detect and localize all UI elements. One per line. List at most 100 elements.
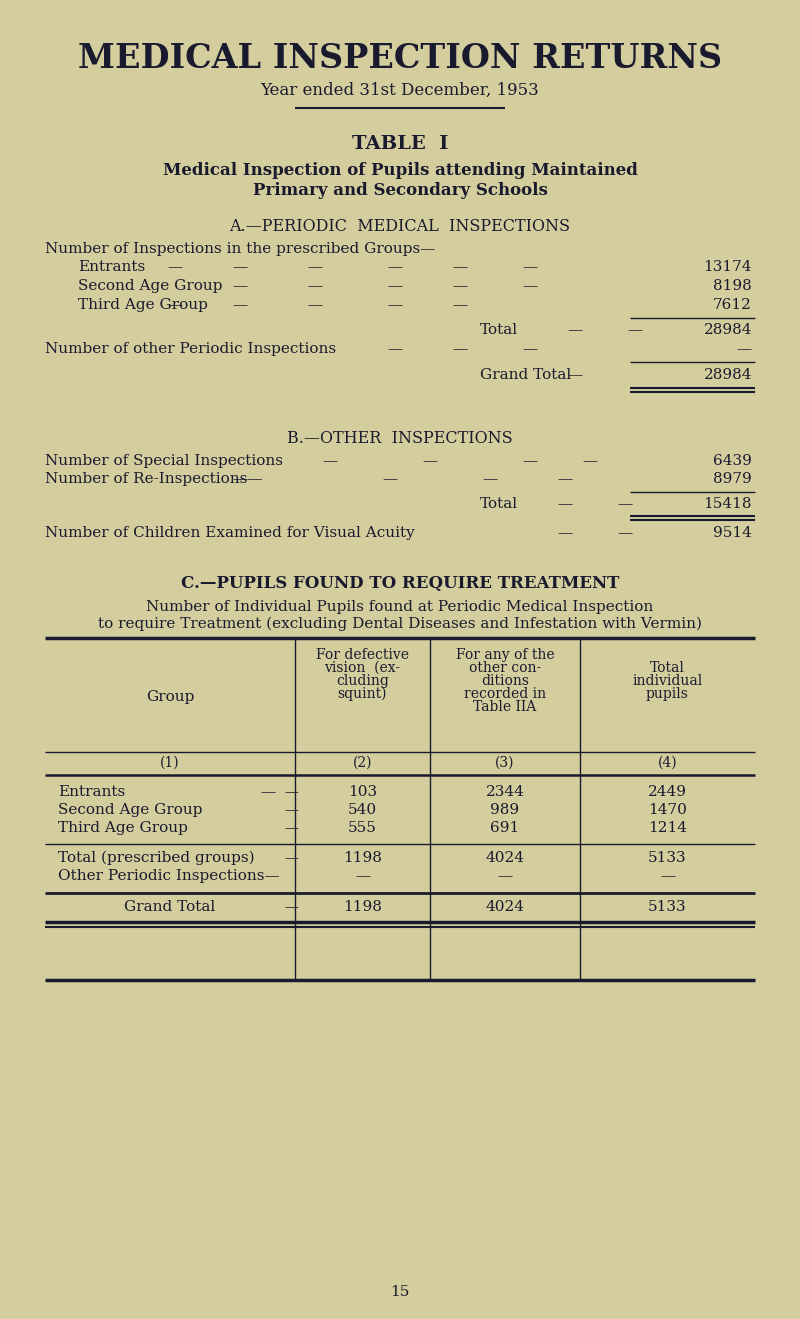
- Text: —: —: [558, 526, 573, 539]
- Text: 5133: 5133: [648, 851, 687, 865]
- Text: —: —: [387, 280, 402, 293]
- Text: —: —: [522, 260, 538, 274]
- Text: pupils: pupils: [646, 687, 689, 700]
- Text: —: —: [498, 869, 513, 882]
- Text: A.—PERIODIC  MEDICAL  INSPECTIONS: A.—PERIODIC MEDICAL INSPECTIONS: [230, 218, 570, 235]
- Text: 1470: 1470: [648, 803, 687, 816]
- Text: —: —: [284, 803, 298, 816]
- Text: —: —: [232, 260, 248, 274]
- Text: 9514: 9514: [713, 526, 752, 539]
- Text: —: —: [387, 298, 402, 313]
- Text: 6439: 6439: [713, 454, 752, 468]
- Text: —: —: [284, 851, 298, 865]
- Text: —: —: [452, 280, 468, 293]
- Text: —: —: [284, 820, 298, 835]
- Text: 989: 989: [490, 803, 519, 816]
- Text: squint): squint): [338, 687, 387, 702]
- Text: —: —: [382, 472, 398, 485]
- Text: Entrants: Entrants: [78, 260, 146, 274]
- Text: 540: 540: [348, 803, 377, 816]
- Text: 13174: 13174: [703, 260, 752, 274]
- Text: Number of Re-Inspections—: Number of Re-Inspections—: [45, 472, 262, 485]
- Text: TABLE  I: TABLE I: [352, 135, 448, 153]
- Text: C.—PUPILS FOUND TO REQUIRE TREATMENT: C.—PUPILS FOUND TO REQUIRE TREATMENT: [181, 575, 619, 592]
- Text: —: —: [522, 280, 538, 293]
- Text: —: —: [232, 298, 248, 313]
- Text: —: —: [167, 298, 182, 313]
- Text: —: —: [452, 342, 468, 356]
- Text: Group: Group: [146, 690, 194, 704]
- Text: For defective: For defective: [316, 648, 409, 662]
- Text: Other Periodic Inspections—: Other Periodic Inspections—: [58, 869, 280, 882]
- Text: Number of Individual Pupils found at Periodic Medical Inspection: Number of Individual Pupils found at Per…: [146, 600, 654, 615]
- Text: other con-: other con-: [469, 661, 541, 675]
- Text: —: —: [567, 323, 582, 336]
- Text: 1198: 1198: [343, 851, 382, 865]
- Text: —: —: [660, 869, 675, 882]
- Text: 7612: 7612: [713, 298, 752, 313]
- Text: to require Treatment (excluding Dental Diseases and Infestation with Vermin): to require Treatment (excluding Dental D…: [98, 617, 702, 632]
- Text: (4): (4): [658, 756, 678, 770]
- Text: 28984: 28984: [703, 368, 752, 383]
- Text: MEDICAL INSPECTION RETURNS: MEDICAL INSPECTION RETURNS: [78, 42, 722, 75]
- Text: Second Age Group: Second Age Group: [78, 280, 222, 293]
- Text: —: —: [522, 342, 538, 356]
- Text: —: —: [582, 454, 598, 468]
- Text: —: —: [307, 298, 322, 313]
- Text: ditions: ditions: [481, 674, 529, 689]
- Text: Total: Total: [480, 323, 518, 336]
- Text: —: —: [284, 785, 298, 799]
- Text: —: —: [627, 323, 642, 336]
- Text: Number of Children Examined for Visual Acuity: Number of Children Examined for Visual A…: [45, 526, 414, 539]
- Text: —: —: [567, 368, 582, 383]
- Text: —: —: [452, 260, 468, 274]
- Text: Total: Total: [480, 497, 518, 510]
- Text: (3): (3): [495, 756, 514, 770]
- Text: cluding: cluding: [336, 674, 389, 689]
- Text: Number of Special Inspections: Number of Special Inspections: [45, 454, 283, 468]
- Text: Grand Total: Grand Total: [124, 900, 216, 914]
- Text: 555: 555: [348, 820, 377, 835]
- Text: —: —: [452, 298, 468, 313]
- Text: B.—OTHER  INSPECTIONS: B.—OTHER INSPECTIONS: [287, 430, 513, 447]
- Text: —: —: [422, 454, 438, 468]
- Text: 5133: 5133: [648, 900, 687, 914]
- Text: 2344: 2344: [486, 785, 525, 799]
- Text: 8198: 8198: [714, 280, 752, 293]
- Text: 4024: 4024: [486, 900, 525, 914]
- Text: —: —: [482, 472, 498, 485]
- Text: —: —: [618, 497, 633, 510]
- Text: —: —: [232, 472, 248, 485]
- Text: —: —: [558, 497, 573, 510]
- Text: 28984: 28984: [703, 323, 752, 336]
- Text: recorded in: recorded in: [464, 687, 546, 700]
- Text: —: —: [387, 342, 402, 356]
- Text: —: —: [737, 342, 752, 356]
- Text: 8979: 8979: [714, 472, 752, 485]
- Text: 1198: 1198: [343, 900, 382, 914]
- Text: vision  (ex-: vision (ex-: [325, 661, 401, 675]
- Text: —: —: [387, 260, 402, 274]
- Text: —: —: [284, 900, 298, 914]
- Text: Grand Total: Grand Total: [480, 368, 571, 383]
- Text: 2449: 2449: [648, 785, 687, 799]
- Text: Total (prescribed groups): Total (prescribed groups): [58, 851, 254, 865]
- Text: 15: 15: [390, 1285, 410, 1299]
- Text: Third Age Group: Third Age Group: [78, 298, 208, 313]
- Text: 103: 103: [348, 785, 377, 799]
- Text: —: —: [322, 454, 338, 468]
- Text: (2): (2): [353, 756, 372, 770]
- Text: —: —: [260, 785, 276, 799]
- Text: 4024: 4024: [486, 851, 525, 865]
- Text: Entrants: Entrants: [58, 785, 126, 799]
- Text: Second Age Group: Second Age Group: [58, 803, 202, 816]
- Text: —: —: [167, 260, 182, 274]
- Text: For any of the: For any of the: [456, 648, 554, 662]
- Text: —: —: [618, 526, 633, 539]
- Text: Third Age Group: Third Age Group: [58, 820, 188, 835]
- Text: Year ended 31st December, 1953: Year ended 31st December, 1953: [261, 82, 539, 99]
- Text: 691: 691: [490, 820, 520, 835]
- Text: —: —: [558, 472, 573, 485]
- Text: —: —: [522, 454, 538, 468]
- Text: —: —: [232, 280, 248, 293]
